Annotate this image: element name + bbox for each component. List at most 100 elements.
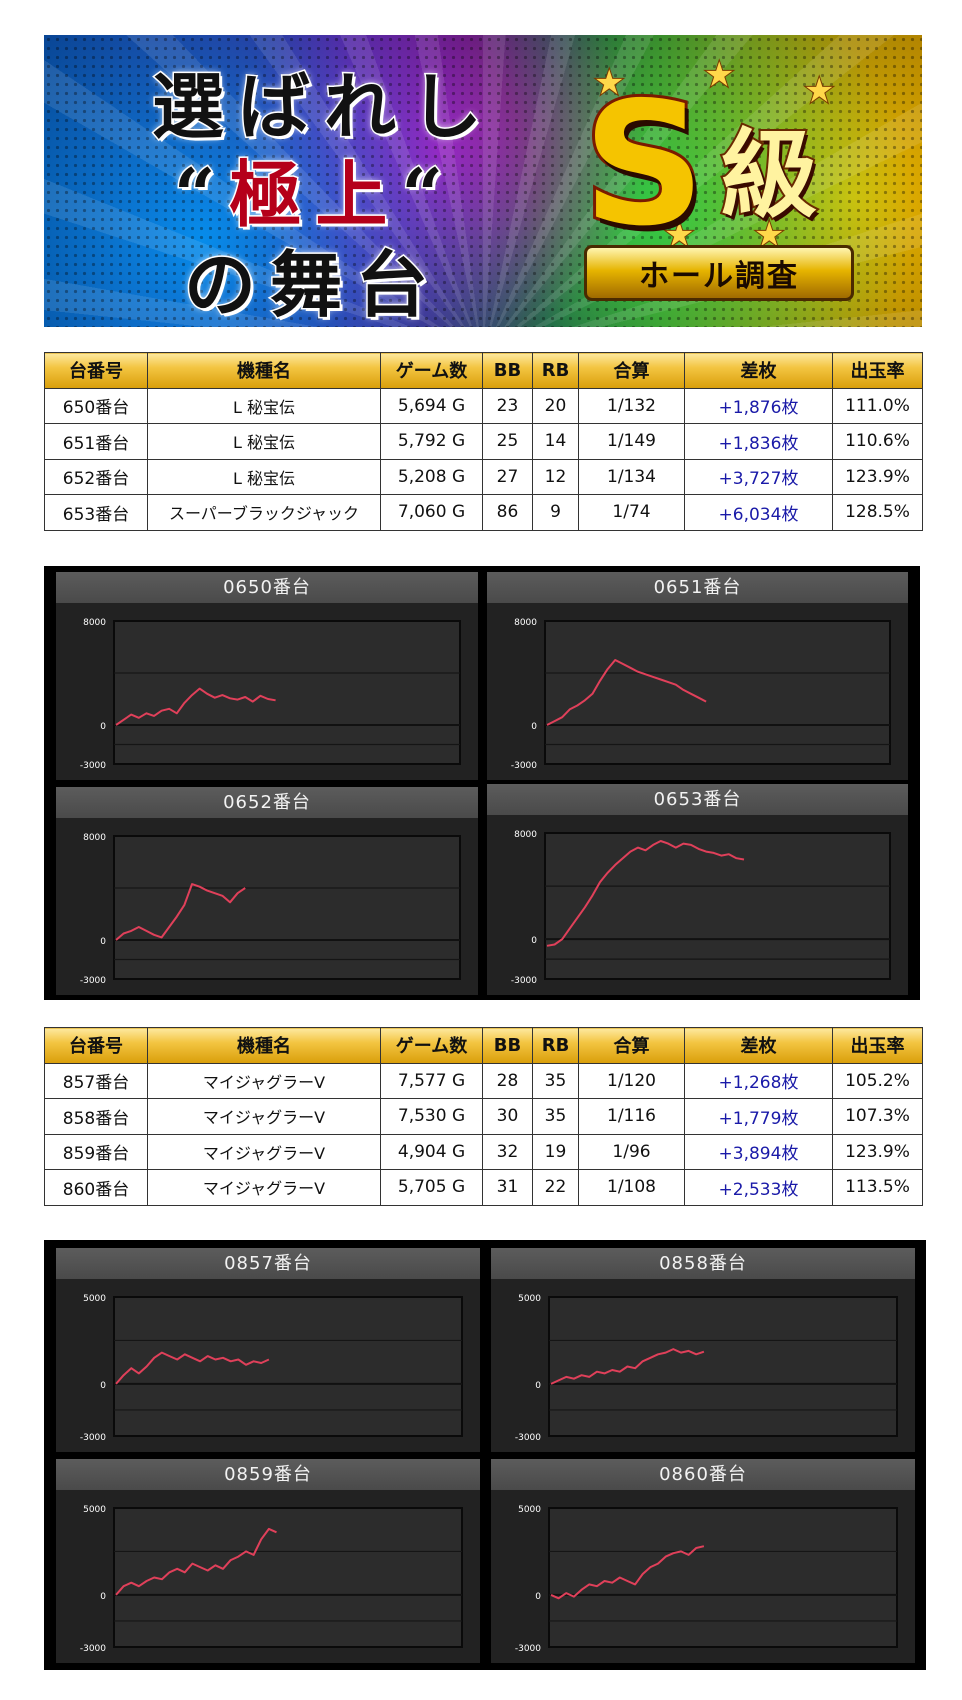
chart-panel-2: 0857番台 5000 0 -3000 0858番台 5000 0 -3000 0859番台…: [44, 1240, 926, 1670]
model-name-cell: マイジャグラーV: [147, 1062, 381, 1099]
chart-650: 0650番台 8000 0 -3000: [56, 572, 478, 780]
table-header-cell: 機種名: [147, 352, 381, 389]
series-line: [115, 687, 276, 726]
machine-number-cell: 653番台: [44, 494, 148, 531]
star-icon: ★: [803, 70, 836, 112]
combined-odds-cell: 1/74: [578, 494, 685, 531]
chart-860: 0860番台 5000 0 -3000: [491, 1459, 915, 1663]
table-header-cell: ゲーム数: [380, 352, 483, 389]
chart-plot: 8000 0 -3000: [80, 833, 461, 986]
chart-857: 0857番台 5000 0 -3000: [56, 1248, 480, 1452]
payout-rate-cell: 128.5%: [832, 494, 923, 531]
coin-difference-cell: +1,779枚: [684, 1098, 833, 1135]
table-header-cell: RB: [532, 1027, 579, 1064]
table-row: 858番台 マイジャグラーV 7,530 G 30 35 1/116 +1,779枚 107.…: [44, 1098, 923, 1135]
y-tick-label: 0: [531, 936, 537, 946]
chart-title: 0858番台: [491, 1248, 915, 1279]
plot-frame: [544, 832, 891, 980]
machine-number-cell: 860番台: [44, 1169, 148, 1206]
game-count-cell: 7,530 G: [380, 1098, 483, 1135]
combined-odds-cell: 1/149: [578, 423, 685, 460]
combined-odds-cell: 1/134: [578, 458, 685, 495]
table-header-cell: 差枚: [684, 1027, 833, 1064]
model-name-cell: スーパーブラックジャック: [147, 494, 381, 531]
bb-count-cell: 31: [482, 1169, 533, 1206]
bb-count-cell: 27: [482, 458, 533, 495]
banner-headline-line3: の舞台: [183, 242, 443, 327]
table-header-cell: 台番号: [44, 352, 148, 389]
coin-difference-cell: +1,836枚: [684, 423, 833, 460]
s-class-badge: ★ ★ ★ ★ ★ S 級 ホール調査: [554, 54, 894, 315]
chart-plot: 5000 0 -3000: [515, 1505, 898, 1654]
y-tick-label: 0: [100, 937, 106, 947]
star-icon: ★: [593, 62, 626, 104]
series-line: [115, 1527, 277, 1596]
game-count-cell: 5,792 G: [380, 423, 483, 460]
y-tick-label: 0: [535, 1381, 541, 1391]
chart-title: 0859番台: [56, 1459, 480, 1490]
bb-count-cell: 23: [482, 387, 533, 424]
y-tick-label: 5000: [518, 1294, 541, 1304]
game-count-cell: 5,694 G: [380, 387, 483, 424]
y-tick-label: -3000: [80, 976, 106, 986]
rb-count-cell: 35: [532, 1098, 579, 1135]
plot-frame: [544, 620, 891, 765]
rb-count-cell: 20: [532, 387, 579, 424]
series-line: [546, 840, 745, 947]
y-tick-label: 8000: [83, 833, 106, 843]
y-tick-label: -3000: [515, 1644, 541, 1654]
coin-difference-cell: +3,894枚: [684, 1133, 833, 1170]
y-tick-label: 5000: [518, 1505, 541, 1515]
rb-count-cell: 14: [532, 423, 579, 460]
chart-title: 0857番台: [56, 1248, 480, 1279]
y-tick-label: -3000: [80, 761, 106, 771]
y-tick-label: 0: [535, 1592, 541, 1602]
table-header-row: 台番号 機種名 ゲーム数 BB RB 合算 差枚 出玉率: [44, 1027, 923, 1064]
plot-frame: [113, 835, 461, 980]
rb-count-cell: 12: [532, 458, 579, 495]
table-header-row: 台番号 機種名 ゲーム数 BB RB 合算 差枚 出玉率: [44, 352, 923, 389]
y-tick-label: 5000: [83, 1505, 106, 1515]
combined-odds-cell: 1/120: [578, 1062, 685, 1099]
coin-difference-cell: +1,268枚: [684, 1062, 833, 1099]
bb-count-cell: 32: [482, 1133, 533, 1170]
machine-number-cell: 651番台: [44, 423, 148, 460]
combined-odds-cell: 1/108: [578, 1169, 685, 1206]
rb-count-cell: 9: [532, 494, 579, 531]
payout-rate-cell: 107.3%: [832, 1098, 923, 1135]
rb-count-cell: 19: [532, 1133, 579, 1170]
y-tick-label: -3000: [511, 976, 537, 986]
chart-title: 0651番台: [487, 572, 908, 603]
series-line: [115, 883, 246, 941]
table-row: 857番台 マイジャグラーV 7,577 G 28 35 1/120 +1,268枚 105.…: [44, 1062, 923, 1099]
bb-count-cell: 28: [482, 1062, 533, 1099]
table-row: 859番台 マイジャグラーV 4,904 G 32 19 1/96 +3,894枚 123.9…: [44, 1133, 923, 1170]
machine-number-cell: 859番台: [44, 1133, 148, 1170]
combined-odds-cell: 1/116: [578, 1098, 685, 1135]
y-tick-label: 8000: [514, 618, 537, 628]
coin-difference-cell: +1,876枚: [684, 387, 833, 424]
series-line: [115, 1351, 270, 1385]
combined-odds-cell: 1/96: [578, 1133, 685, 1170]
series-line: [546, 659, 707, 726]
badge-kanji: 級: [719, 118, 819, 231]
y-tick-label: 0: [531, 722, 537, 732]
chart-title: 0860番台: [491, 1459, 915, 1490]
y-tick-label: -3000: [80, 1433, 106, 1443]
y-tick-label: -3000: [511, 761, 537, 771]
table-header-cell: BB: [482, 1027, 533, 1064]
y-tick-label: 0: [100, 1592, 106, 1602]
chart-652: 0652番台 8000 0 -3000: [56, 787, 478, 995]
banner-headline-accent: 極上: [228, 152, 402, 237]
model-name-cell: マイジャグラーV: [147, 1133, 381, 1170]
table-row: 652番台 L 秘宝伝 5,208 G 27 12 1/134 +3,727枚 123.9%: [44, 458, 923, 495]
chart-859: 0859番台 5000 0 -3000: [56, 1459, 480, 1663]
header-banner: 選ばれし “極上“ の舞台 ★ ★ ★ ★ ★ S 級 ホール調査: [44, 35, 922, 327]
y-tick-label: -3000: [80, 1644, 106, 1654]
game-count-cell: 5,208 G: [380, 458, 483, 495]
chart-plot: 8000 0 -3000: [80, 618, 461, 771]
y-tick-label: 0: [100, 722, 106, 732]
bb-count-cell: 30: [482, 1098, 533, 1135]
table-row: 651番台 L 秘宝伝 5,792 G 25 14 1/149 +1,836枚 110.6%: [44, 423, 923, 460]
